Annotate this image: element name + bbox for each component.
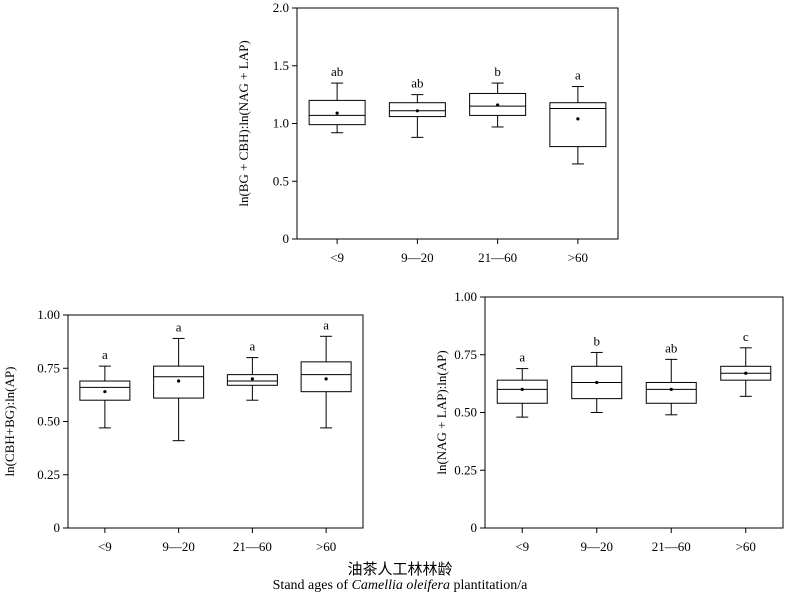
panel1-mean-dot [496, 103, 500, 107]
caption-english-suffix: plantitation/a [449, 578, 528, 593]
panel2-mean-dot [324, 377, 328, 381]
panel3-significance-letter: b [594, 333, 601, 348]
panel1-box [549, 102, 607, 148]
panel3-mean-dot [744, 371, 748, 375]
panel2-y-axis-label: ln(CBH+BG):ln(AP) [2, 367, 17, 477]
panel2-significance-letter: a [176, 319, 182, 334]
panel2-xtick-label: 9—20 [162, 539, 195, 554]
panel1-mean-dot [576, 117, 580, 121]
panel2-plot-frame [67, 314, 364, 529]
panel2-ytick-label: 0.25 [37, 467, 60, 482]
panel1-xtick-label: 21—60 [478, 250, 517, 265]
panel3-xtick-label: >60 [736, 539, 756, 554]
panel1-significance-letter: a [575, 68, 581, 83]
panel1-mean-dot [415, 109, 419, 113]
panel3-mean-dot [520, 387, 524, 391]
panel2-significance-letter: a [102, 347, 108, 362]
panel1-ytick-label: 2.0 [273, 0, 289, 15]
panel1-xtick-label: >60 [568, 250, 588, 265]
panel2-significance-letter: a [323, 317, 329, 332]
panel3-ytick-label: 0.50 [454, 405, 477, 420]
panel3-xtick-label: 21—60 [652, 539, 691, 554]
caption-english-prefix: Stand ages of [272, 578, 352, 593]
panel2-xtick-label: <9 [98, 539, 112, 554]
panel3-plot-frame [484, 296, 784, 529]
panel2-xtick-label: >60 [316, 539, 336, 554]
panel2-mean-dot [177, 379, 181, 383]
panel2-significance-letter: a [249, 339, 255, 354]
panel2-box [300, 361, 352, 393]
panel1-significance-letter: ab [331, 64, 343, 79]
panel2-ytick-label: 0.75 [37, 360, 60, 375]
panel2-mean-dot [250, 377, 254, 381]
caption-english-species: Camellia oleifera [351, 578, 450, 593]
panel1-significance-letter: ab [411, 76, 423, 91]
panel3-box [496, 379, 548, 404]
panel3-xtick-label: <9 [515, 539, 529, 554]
panel1-y-axis-label: ln(BG + CBH):ln(NAG + LAP) [236, 40, 251, 206]
caption-chinese: 油茶人工林林龄 [347, 560, 453, 578]
panel2-mean-dot [103, 390, 107, 394]
caption-english: Stand ages of Camellia oleifera plantita… [0, 578, 800, 594]
panel1-mean-dot [335, 111, 339, 115]
panel3-ytick-label: 1.00 [454, 289, 477, 304]
panel1-significance-letter: b [494, 64, 501, 79]
panel3-xtick-label: 9—20 [581, 539, 614, 554]
panel1-xtick-label: <9 [330, 250, 344, 265]
panel3-significance-letter: a [519, 350, 525, 365]
panel3-mean-dot [595, 380, 599, 385]
panel1-ytick-label: 1.5 [273, 58, 289, 73]
panel2-xtick-label: 21—60 [233, 539, 272, 554]
panel1-ytick-label: 1.0 [273, 116, 289, 131]
panel1-ytick-label: 0.5 [273, 173, 289, 188]
panel3-mean-dot [669, 387, 673, 391]
panel3-ytick-label: 0.75 [454, 347, 477, 362]
panel3-box [645, 381, 697, 404]
panel2-ytick-label: 0 [54, 520, 61, 535]
panel1-ytick-label: 0 [283, 231, 290, 246]
panel3-significance-letter: ab [665, 340, 677, 355]
panel2-ytick-label: 0.50 [37, 414, 60, 429]
panel1-xtick-label: 9—20 [401, 250, 434, 265]
panel3-significance-letter: c [743, 329, 749, 344]
panel3-ytick-label: 0.25 [454, 462, 477, 477]
panel2-ytick-label: 1.00 [37, 307, 60, 322]
panel3-y-axis-label: ln(NAG + LAP):ln(AP) [434, 350, 449, 474]
panel3-ytick-label: 0 [471, 520, 478, 535]
